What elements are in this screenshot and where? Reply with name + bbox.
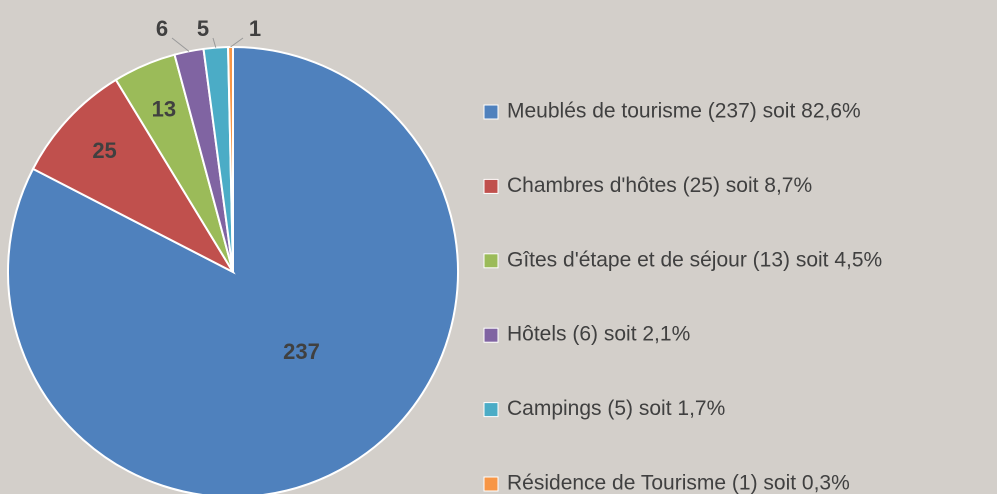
data-label: 237 [283,339,320,364]
data-label: 1 [249,16,261,41]
data-label: 6 [156,16,168,41]
data-label: 5 [197,16,209,41]
legend-swatch [483,178,499,194]
leader-line [171,37,190,52]
legend-swatch [483,327,499,343]
legend-label: Chambres d'hôtes (25) soit 8,7% [507,174,812,197]
pie-slice [31,78,236,275]
legend-label: Meublés de tourisme (237) soit 82,6% [507,100,861,123]
data-label: 13 [152,97,176,122]
legend-label: Gîtes d'étape et de séjour (13) soit 4,5… [507,248,882,271]
legend-label: Campings (5) soit 1,7% [507,397,725,420]
data-label: 25 [92,138,116,163]
legend-swatch [483,402,499,418]
legend-swatch [483,476,499,492]
legend-label: Résidence de Tourisme (1) soit 0,3% [507,472,850,494]
pie-slice [7,45,459,494]
leader-line [212,37,217,48]
legend-swatch [483,253,499,269]
leader-line [230,37,244,48]
legend-swatch [483,104,499,120]
legend-label: Hôtels (6) soit 2,1% [507,323,690,346]
